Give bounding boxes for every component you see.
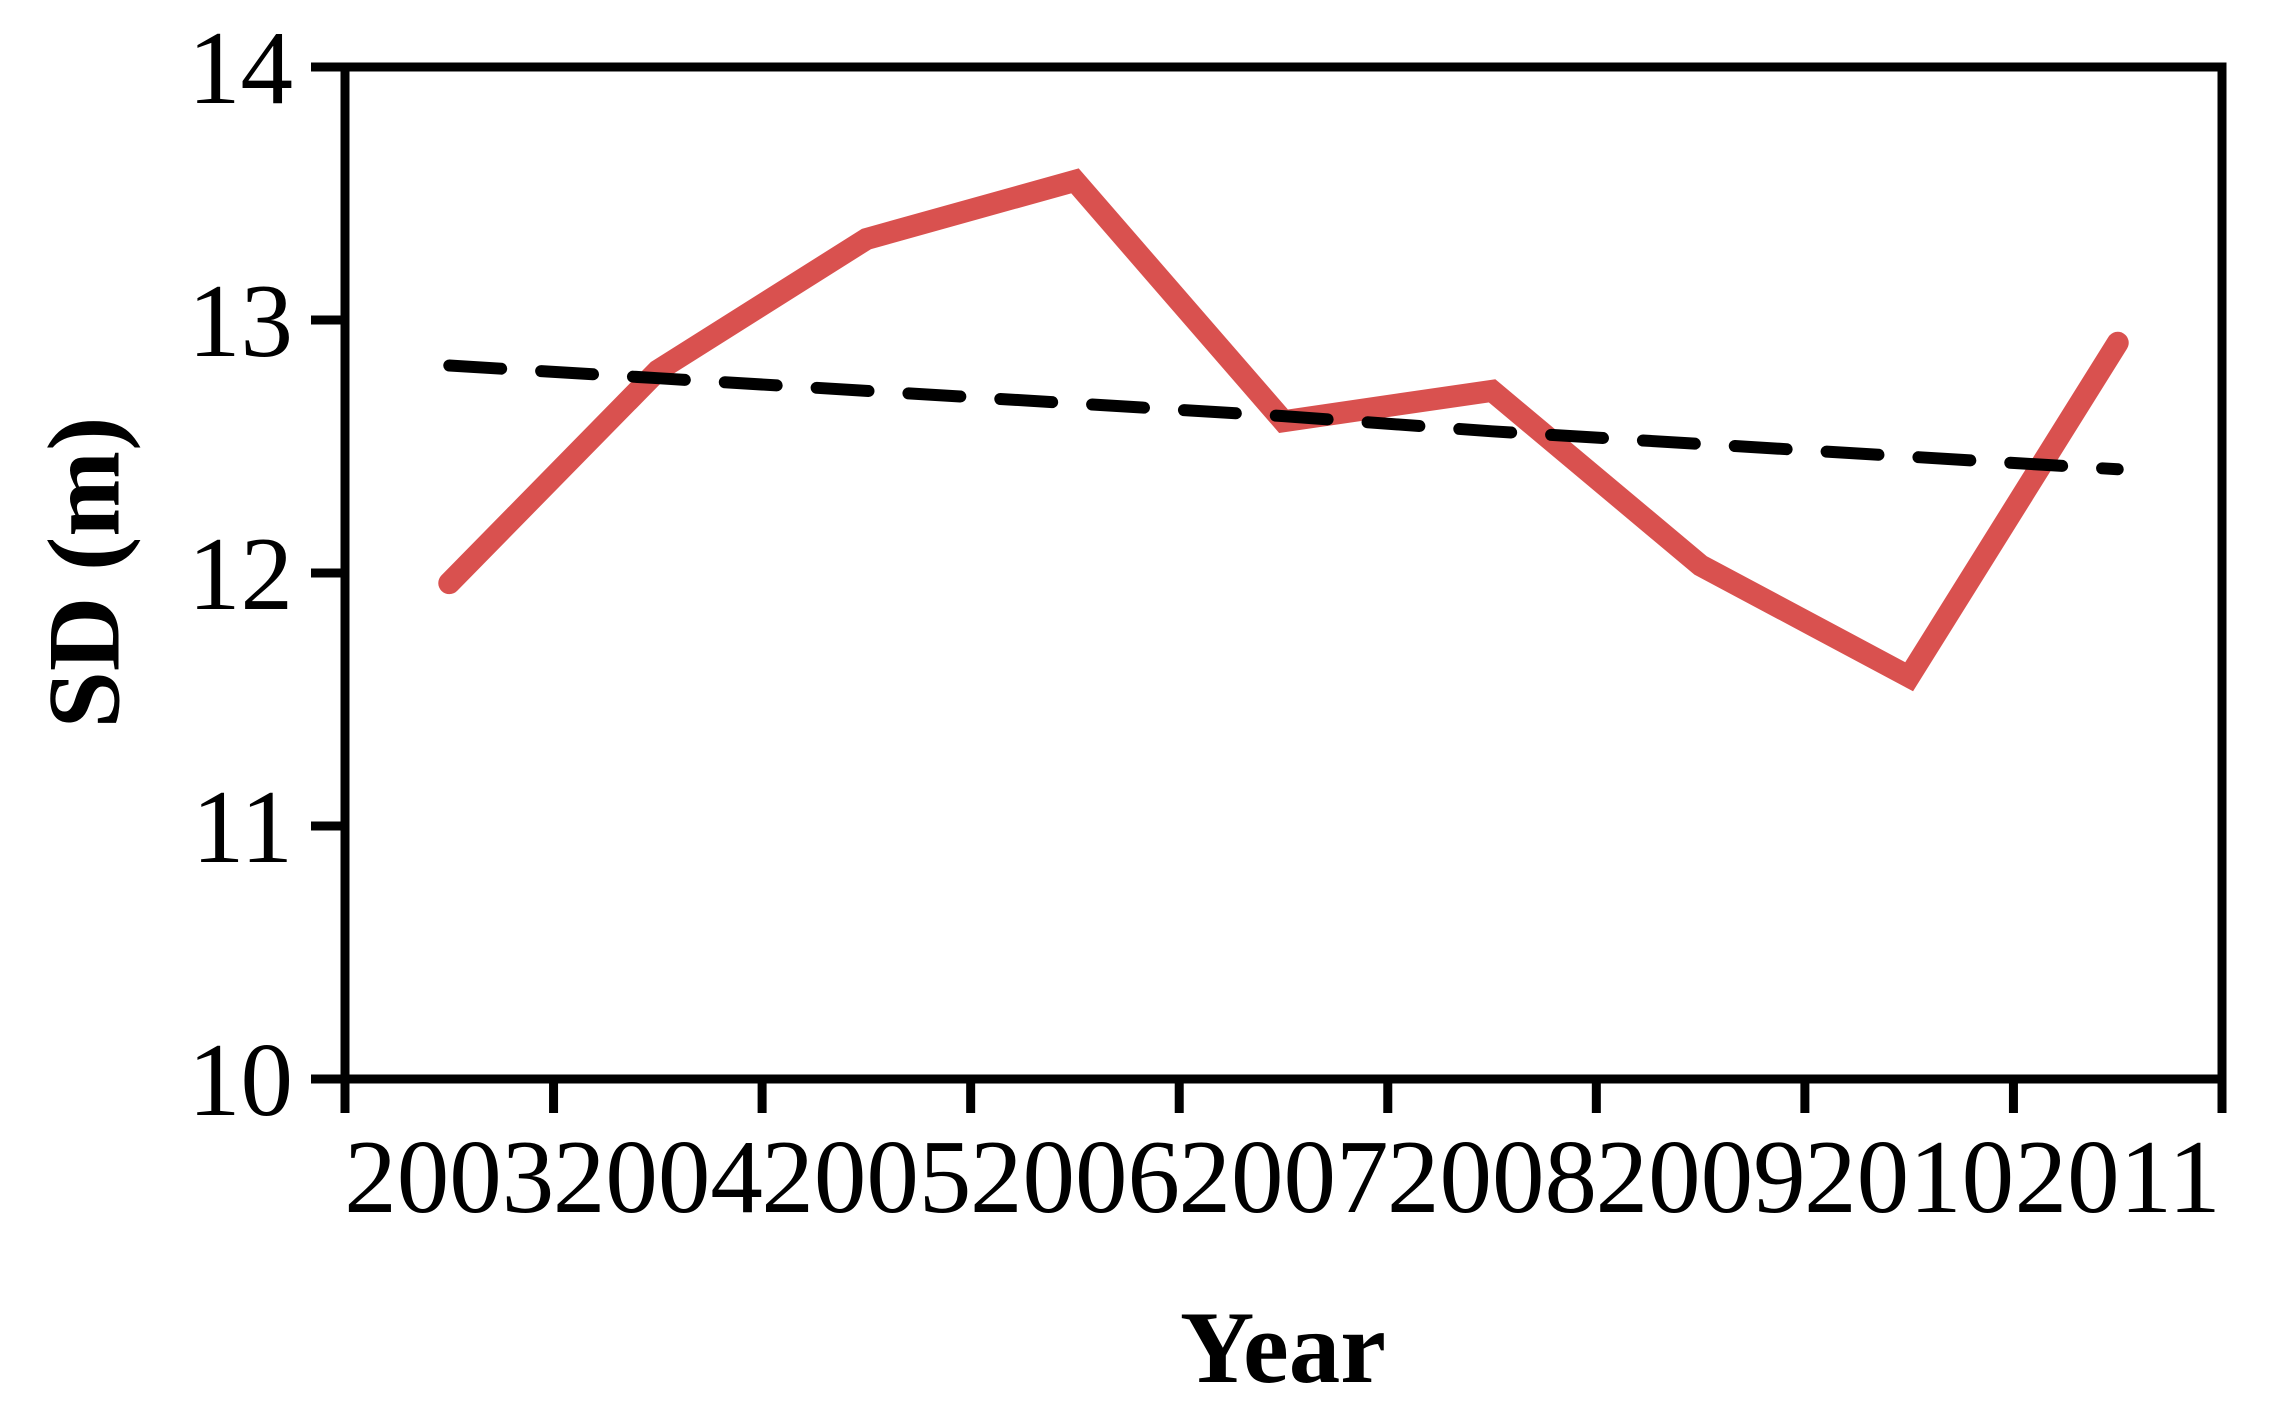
x-tick-label: 2004 [553, 1118, 763, 1235]
x-tick-label: 2011 [2015, 1118, 2221, 1235]
x-tick-label: 2008 [1387, 1118, 1597, 1235]
plot-frame [340, 62, 2227, 1084]
x-tick-label: 2009 [1596, 1118, 1806, 1235]
x-tick-label: 2007 [1179, 1118, 1389, 1235]
y-tick-label: 10 [188, 1021, 293, 1138]
y-axis-title: SD (m) [27, 416, 142, 729]
y-tick-label: 11 [192, 768, 293, 885]
y-tick-label: 13 [188, 262, 293, 379]
y-tick-label: 12 [188, 515, 293, 632]
x-axis-title: Year [1180, 1291, 1386, 1405]
y-tick-label: 14 [188, 9, 293, 126]
series-trendline [443, 359, 2124, 476]
series-line-sd [438, 168, 2129, 692]
x-tick-label: 2003 [344, 1118, 554, 1235]
x-tick-label: 2005 [761, 1118, 971, 1235]
x-tick-label: 2010 [1804, 1118, 2014, 1235]
x-tick-label: 2006 [970, 1118, 1180, 1235]
